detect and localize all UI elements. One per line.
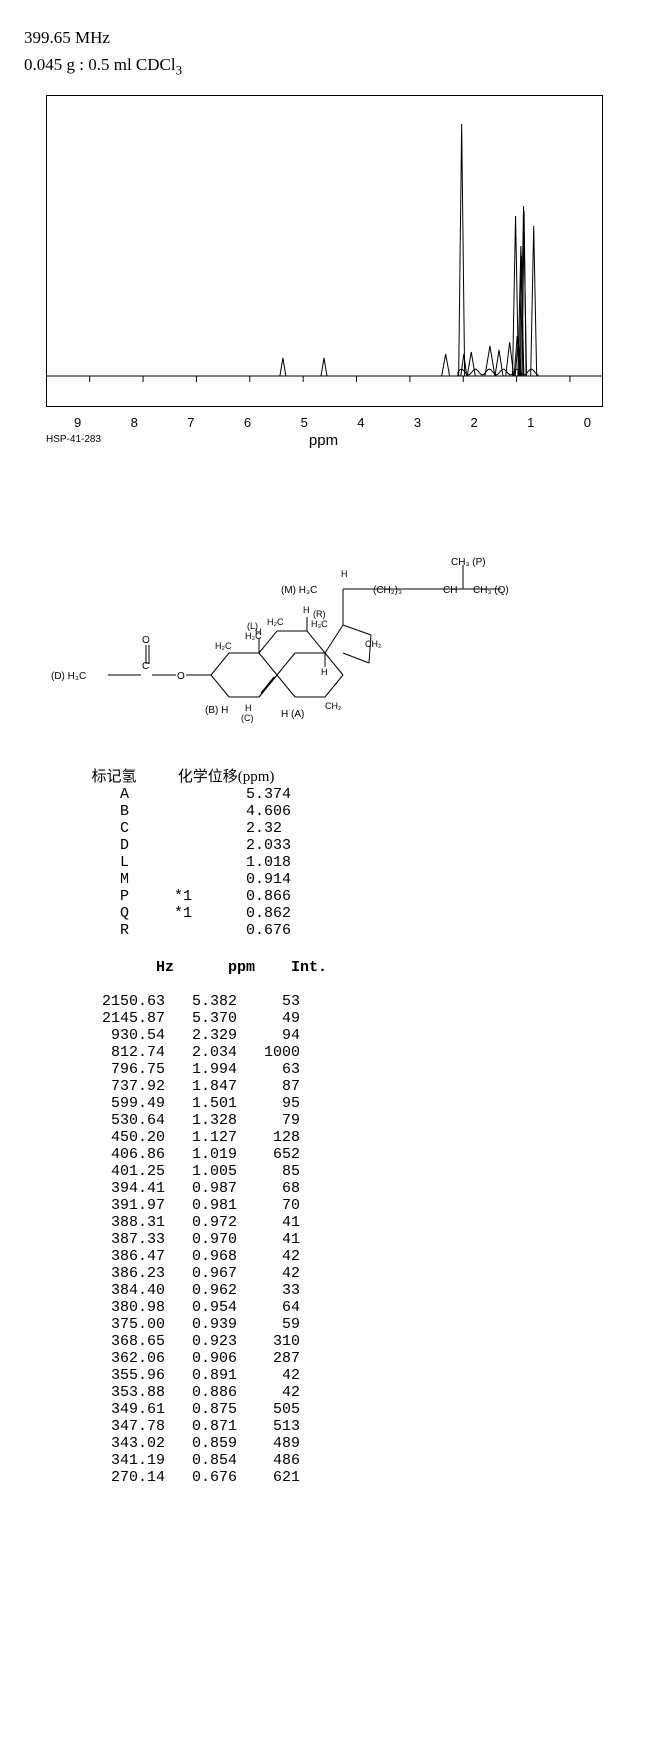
svg-text:CH₃ (P): CH₃ (P) — [451, 557, 486, 568]
svg-text:H₃C: H₃C — [311, 619, 328, 629]
x-axis-label: ppm — [309, 432, 338, 449]
svg-text:CH: CH — [443, 585, 457, 596]
x-tick: 8 — [131, 415, 138, 430]
svg-text:(C): (C) — [241, 713, 254, 723]
x-tick: 5 — [301, 415, 308, 430]
svg-text:(R): (R) — [313, 609, 326, 619]
frequency-text: 399.65 MHz — [24, 24, 628, 51]
svg-text:H: H — [341, 569, 348, 579]
header-block: 399.65 MHz 0.045 g : 0.5 ml CDCl3 — [24, 24, 628, 81]
svg-text:CH₂: CH₂ — [325, 701, 342, 711]
svg-text:H: H — [245, 703, 252, 713]
x-axis-label-row: HSP-41-283 ppm — [46, 432, 601, 449]
x-tick: 7 — [187, 415, 194, 430]
svg-text:(CH₂)₃: (CH₂)₃ — [373, 585, 402, 596]
molecule-structure: (D) H₃CCOO(B) HH(C)H (A)(L)H₃C(R)H₃C(M) … — [46, 459, 606, 759]
x-tick: 9 — [74, 415, 81, 430]
svg-text:H (A): H (A) — [281, 709, 304, 720]
svg-text:CH₃ (Q): CH₃ (Q) — [473, 585, 509, 596]
svg-text:CH₂: CH₂ — [365, 639, 382, 649]
svg-text:H: H — [303, 605, 310, 615]
svg-text:(B) H: (B) H — [205, 705, 228, 716]
nmr-spectrum-svg — [47, 96, 602, 406]
nmr-spectrum-box — [46, 95, 603, 407]
x-tick: 3 — [414, 415, 421, 430]
svg-text:H: H — [321, 667, 328, 677]
x-tick: 6 — [244, 415, 251, 430]
svg-text:O: O — [142, 635, 150, 646]
peak-table: Hz ppm Int. 2150.63 5.382 53 2145.87 5.3… — [84, 959, 628, 1486]
assignment-table: 标记氢 化学位移(ppm) A 5.374 B 4.606 C 2.32 D 2… — [84, 765, 628, 939]
svg-text:O: O — [177, 671, 185, 682]
svg-text:H₂C: H₂C — [215, 641, 232, 651]
x-tick: 4 — [357, 415, 364, 430]
x-tick: 1 — [527, 415, 534, 430]
sample-text: 0.045 g : 0.5 ml CDCl3 — [24, 51, 628, 81]
svg-text:(M) H₃C: (M) H₃C — [281, 585, 317, 596]
x-tick: 2 — [470, 415, 477, 430]
x-axis-ticks: 9 8 7 6 5 4 3 2 1 0 — [46, 411, 601, 430]
x-tick: 0 — [584, 415, 591, 430]
svg-text:H: H — [255, 627, 262, 637]
svg-text:(D) H₃C: (D) H₃C — [51, 671, 86, 682]
svg-text:H₂C: H₂C — [267, 617, 284, 627]
sample-id: HSP-41-283 — [46, 434, 101, 445]
